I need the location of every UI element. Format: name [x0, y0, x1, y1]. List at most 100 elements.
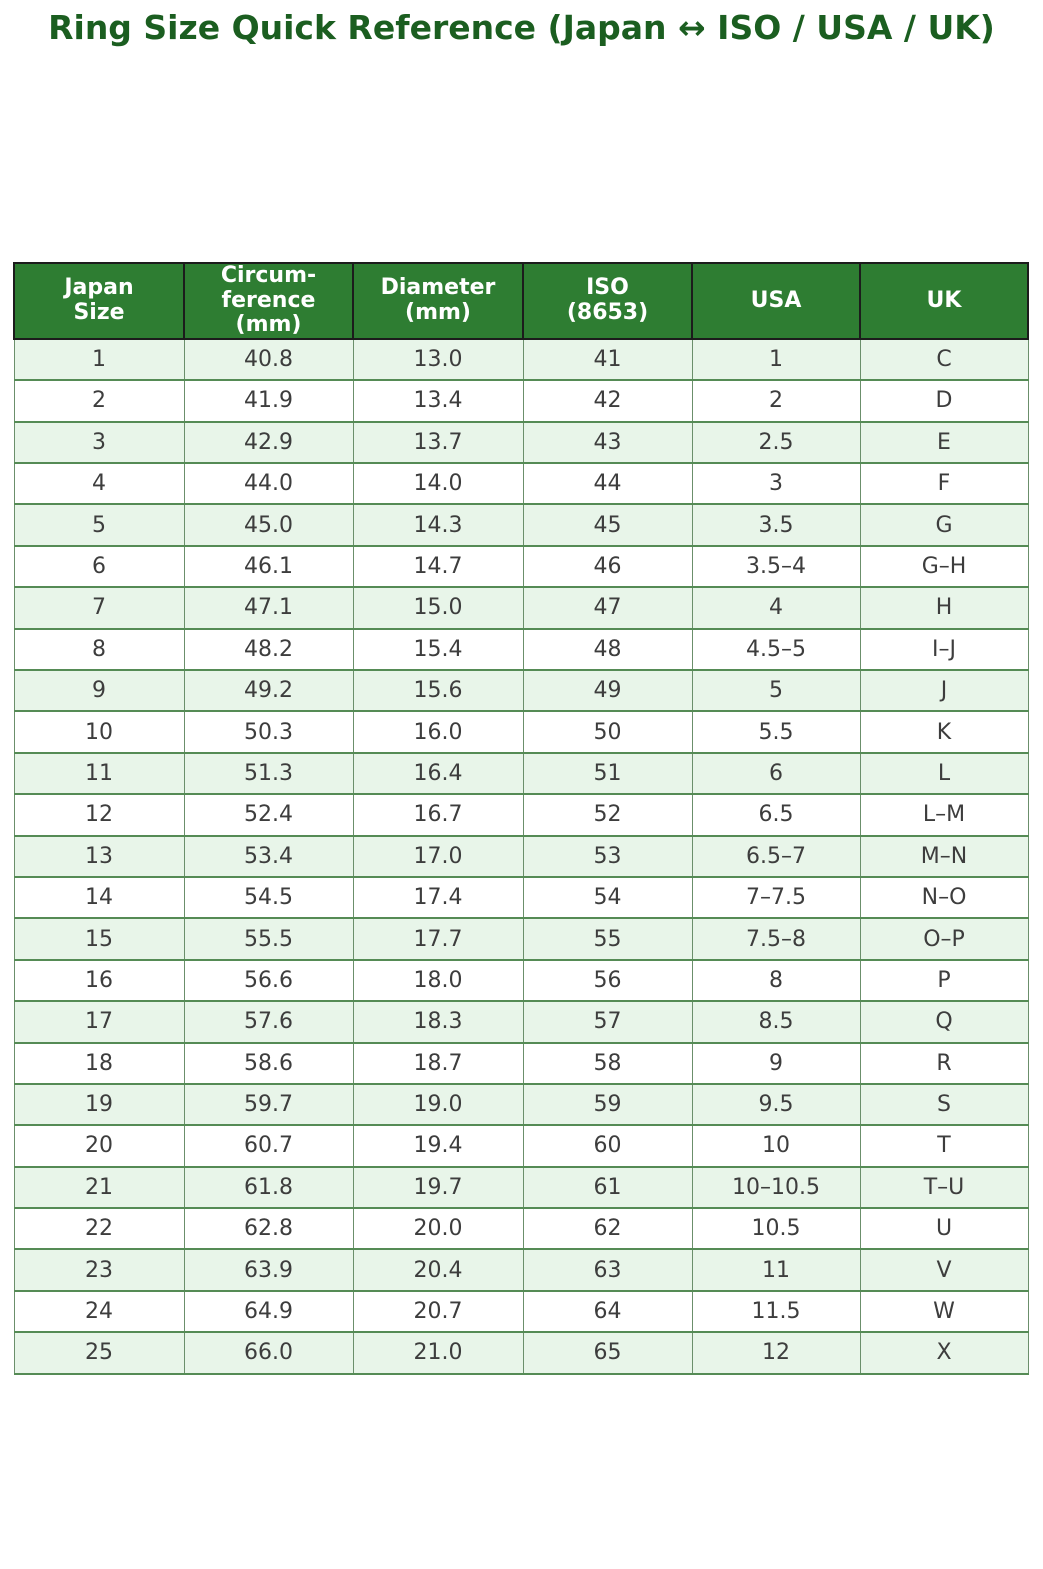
table-cell: 66.0: [183, 1331, 354, 1375]
table-cell: T–U: [859, 1165, 1029, 1210]
table-cell: R: [859, 1041, 1029, 1085]
table-cell: 6: [13, 544, 185, 589]
table-cell: 22: [13, 1207, 185, 1251]
table-cell: 16.4: [352, 751, 524, 796]
table-cell: 45: [522, 503, 693, 547]
table-cell: 57.6: [183, 1000, 354, 1044]
table-cell: 9: [691, 1041, 861, 1085]
table-cell: 8.5: [691, 1000, 861, 1044]
table-row: 24 64.9 20.7 64 11.5 W: [13, 1289, 1029, 1334]
table-cell: 7.5–8: [691, 917, 861, 961]
table-row: 5 45.0 14.3 45 3.5 G: [13, 503, 1029, 547]
table-cell: 3: [13, 420, 185, 465]
table-cell: U: [859, 1207, 1029, 1251]
table-cell: 1: [13, 337, 185, 382]
ring-size-table: Japan Size Circum- ference (mm) Diameter (…: [13, 262, 1029, 1375]
table-cell: Q: [859, 1000, 1029, 1044]
table-cell: 15.0: [352, 586, 524, 630]
table-cell: 51: [522, 751, 693, 796]
header-row: Japan Size Circum- ference (mm) Diameter (…: [13, 262, 1029, 340]
table-cell: 56: [522, 958, 693, 1003]
table-cell: 7: [13, 586, 185, 630]
table-cell: 46.1: [183, 544, 354, 589]
table-cell: 6: [691, 751, 861, 796]
table-row: 20 60.7 19.4 60 10 T: [13, 1124, 1029, 1168]
table-cell: 19.0: [352, 1082, 524, 1127]
table-row: 15 55.5 17.7 55 7.5–8 O–P: [13, 917, 1029, 961]
table-cell: O–P: [859, 917, 1029, 961]
table-row: 11 51.3 16.4 51 6 L: [13, 751, 1029, 796]
table-cell: 14: [13, 875, 185, 920]
table-cell: 62.8: [183, 1207, 354, 1251]
table-cell: 50.3: [183, 710, 354, 754]
table-row: 16 56.6 18.0 56 8 P: [13, 958, 1029, 1003]
table-cell: P: [859, 958, 1029, 1003]
table-row: 6 46.1 14.7 46 3.5–4 G–H: [13, 544, 1029, 589]
table-cell: 55.5: [183, 917, 354, 961]
table-cell: 16.7: [352, 793, 524, 837]
table-cell: I–J: [859, 627, 1029, 672]
table-cell: 14.3: [352, 503, 524, 547]
table-cell: 58: [522, 1041, 693, 1085]
table-cell: 45.0: [183, 503, 354, 547]
table-cell: 18.3: [352, 1000, 524, 1044]
table-cell: 64.9: [183, 1289, 354, 1334]
table-cell: 20.7: [352, 1289, 524, 1334]
table-cell: 17: [13, 1000, 185, 1044]
table-cell: 12: [13, 793, 185, 837]
table-cell: 2: [691, 379, 861, 423]
table-cell: 17.0: [352, 834, 524, 878]
table-cell: 13.4: [352, 379, 524, 423]
table-cell: 25: [13, 1331, 185, 1375]
table-cell: 53.4: [183, 834, 354, 878]
table-cell: X: [859, 1331, 1029, 1375]
table-cell: 59.7: [183, 1082, 354, 1127]
table-cell: 9: [13, 668, 185, 713]
table-row: 1 40.8 13.0 41 1 C: [13, 337, 1029, 382]
table-cell: 14.0: [352, 462, 524, 506]
table-row: 22 62.8 20.0 62 10.5 U: [13, 1207, 1029, 1251]
header-cell: Japan Size: [13, 262, 185, 340]
table-cell: 18.0: [352, 958, 524, 1003]
table-cell: 5: [691, 668, 861, 713]
table-cell: 63.9: [183, 1248, 354, 1292]
table-cell: C: [859, 337, 1029, 382]
table-cell: 24: [13, 1289, 185, 1334]
table-cell: 18.7: [352, 1041, 524, 1085]
table-row: 23 63.9 20.4 63 11 V: [13, 1248, 1029, 1292]
table-cell: 14.7: [352, 544, 524, 589]
table-cell: S: [859, 1082, 1029, 1127]
table-cell: 61: [522, 1165, 693, 1210]
table-row: 13 53.4 17.0 53 6.5–7 M–N: [13, 834, 1029, 878]
table-cell: 3.5: [691, 503, 861, 547]
table-cell: G–H: [859, 544, 1029, 589]
table-cell: 13.7: [352, 420, 524, 465]
table-cell: 42.9: [183, 420, 354, 465]
table-cell: 19.4: [352, 1124, 524, 1168]
table-cell: G: [859, 503, 1029, 547]
table-cell: L: [859, 751, 1029, 796]
table-cell: 18: [13, 1041, 185, 1085]
table-cell: 11: [691, 1248, 861, 1292]
table-cell: 44: [522, 462, 693, 506]
table-cell: 4: [13, 462, 185, 506]
table-cell: 47.1: [183, 586, 354, 630]
table-row: 18 58.6 18.7 58 9 R: [13, 1041, 1029, 1085]
table-cell: 10: [691, 1124, 861, 1168]
table-row: 17 57.6 18.3 57 8.5 Q: [13, 1000, 1029, 1044]
table-cell: 6.5: [691, 793, 861, 837]
table-cell: 53: [522, 834, 693, 878]
table-cell: 44.0: [183, 462, 354, 506]
table-cell: 63: [522, 1248, 693, 1292]
table-cell: 11.5: [691, 1289, 861, 1334]
table-cell: 20.4: [352, 1248, 524, 1292]
table-cell: T: [859, 1124, 1029, 1168]
table-cell: 41.9: [183, 379, 354, 423]
table-cell: D: [859, 379, 1029, 423]
table-row: 4 44.0 14.0 44 3 F: [13, 462, 1029, 506]
table-cell: 4.5–5: [691, 627, 861, 672]
table-cell: 2: [13, 379, 185, 423]
header-cell: Diameter (mm): [352, 262, 524, 340]
table-cell: 46: [522, 544, 693, 589]
